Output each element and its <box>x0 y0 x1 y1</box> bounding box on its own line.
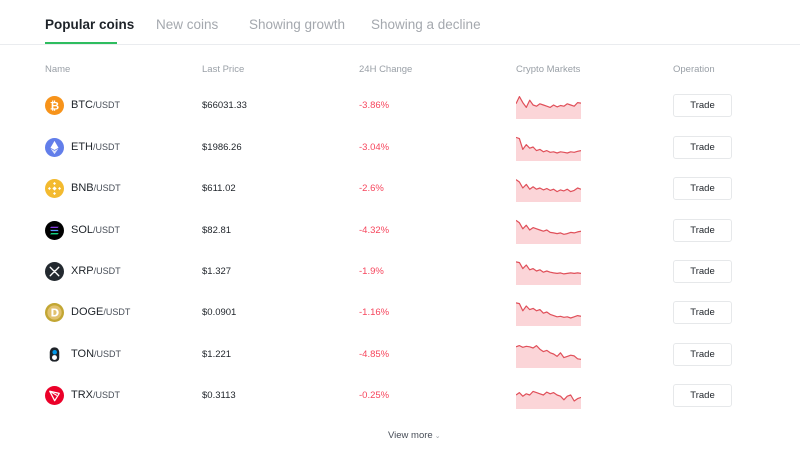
sparkline-chart <box>515 340 582 368</box>
table-row: ₿ BTC/USDT $66031.33 -3.86% Trade <box>0 85 800 126</box>
table-row: BNB/USDT $611.02 -2.6% Trade <box>0 168 800 209</box>
base-asset: BTC <box>71 99 93 111</box>
last-price: $66031.33 <box>202 100 247 111</box>
sparkline-chart <box>515 216 582 244</box>
sparkline-chart <box>515 298 582 326</box>
table-row: D DOGE/USDT $0.0901 -1.16% Trade <box>0 292 800 333</box>
sparkline-chart <box>515 257 582 285</box>
trading-pair[interactable]: SOL/USDT <box>71 224 120 236</box>
column-header-24h-change: 24H Change <box>359 64 413 75</box>
trade-button[interactable]: Trade <box>673 384 732 407</box>
tab-popular-coins[interactable]: Popular coins <box>45 17 135 32</box>
last-price: $0.3113 <box>202 390 236 401</box>
tab-new-coins[interactable]: New coins <box>156 17 219 32</box>
last-price: $1.327 <box>202 266 232 277</box>
trading-pair[interactable]: DOGE/USDT <box>71 306 130 318</box>
last-price: $0.0901 <box>202 307 237 318</box>
trade-button[interactable]: Trade <box>673 260 732 283</box>
column-header-name: Name <box>45 64 71 75</box>
bitcoin-icon: ₿ <box>45 96 64 115</box>
trade-button[interactable]: Trade <box>673 177 732 200</box>
ethereum-icon <box>45 138 64 157</box>
last-price: $1986.26 <box>202 142 242 153</box>
base-asset: DOGE <box>71 306 104 318</box>
trading-pair[interactable]: XRP/USDT <box>71 265 121 277</box>
quote-asset: /USDT <box>94 349 122 359</box>
base-asset: SOL <box>71 224 94 236</box>
table-row: SOL/USDT $82.81 -4.32% Trade <box>0 210 800 251</box>
base-asset: XRP <box>71 265 94 277</box>
svg-text:D: D <box>50 307 59 319</box>
base-asset: ETH <box>71 141 93 153</box>
last-price: $1.221 <box>202 349 232 360</box>
quote-asset: /USDT <box>93 390 120 400</box>
base-asset: TON <box>71 348 95 360</box>
xrp-icon <box>45 262 64 281</box>
last-price: $611.02 <box>202 183 236 194</box>
chevron-down-icon: ⌄ <box>434 433 441 440</box>
column-header-operation: Operation <box>673 64 715 75</box>
trade-button[interactable]: Trade <box>673 136 732 159</box>
base-asset: TRX <box>71 389 93 401</box>
quote-asset: /USDT <box>93 100 120 110</box>
trade-button[interactable]: Trade <box>673 343 732 366</box>
trading-pair[interactable]: BTC/USDT <box>71 99 120 111</box>
base-asset: BNB <box>71 182 94 194</box>
tron-icon <box>45 386 64 405</box>
tab-showing-growth[interactable]: Showing growth <box>249 17 346 32</box>
table-row: TRX/USDT $0.3113 -0.25% Trade <box>0 375 800 416</box>
active-tab-indicator <box>45 42 117 44</box>
change-24h: -4.32% <box>359 225 390 236</box>
table-row: XRP/USDT $1.327 -1.9% Trade <box>0 251 800 292</box>
change-24h: -3.04% <box>359 142 390 153</box>
trade-button[interactable]: Trade <box>673 94 732 117</box>
trading-pair[interactable]: BNB/USDT <box>71 182 121 194</box>
quote-asset: /USDT <box>93 142 120 152</box>
trade-button[interactable]: Trade <box>673 301 732 324</box>
sparkline-chart <box>515 381 582 409</box>
view-more-link[interactable]: View more ⌄ <box>388 430 441 441</box>
change-24h: -3.86% <box>359 100 390 111</box>
quote-asset: /USDT <box>93 225 121 235</box>
view-more-label: View more <box>388 430 433 441</box>
trading-pair[interactable]: ETH/USDT <box>71 141 120 153</box>
change-24h: -1.16% <box>359 307 390 318</box>
quote-asset: /USDT <box>103 307 131 317</box>
trading-pair[interactable]: TRX/USDT <box>71 389 120 401</box>
column-header-crypto-markets: Crypto Markets <box>516 64 581 75</box>
sparkline-chart <box>515 174 582 202</box>
ton-icon <box>45 345 64 364</box>
sparkline-chart <box>515 91 582 119</box>
solana-icon <box>45 221 64 240</box>
coin-category-tabs: Popular coins New coins Showing growth S… <box>0 0 800 45</box>
bnb-icon <box>45 179 64 198</box>
change-24h: -4.85% <box>359 349 390 360</box>
change-24h: -0.25% <box>359 390 390 401</box>
table-row: ETH/USDT $1986.26 -3.04% Trade <box>0 127 800 168</box>
quote-asset: /USDT <box>93 266 121 276</box>
trading-pair[interactable]: TON/USDT <box>71 348 121 360</box>
tab-showing-decline[interactable]: Showing a decline <box>371 17 481 32</box>
quote-asset: /USDT <box>93 183 121 193</box>
table-row: TON/USDT $1.221 -4.85% Trade <box>0 334 800 375</box>
svg-text:₿: ₿ <box>50 98 59 112</box>
last-price: $82.81 <box>202 225 232 236</box>
change-24h: -2.6% <box>359 183 384 194</box>
sparkline-chart <box>515 133 582 161</box>
dogecoin-icon: D <box>45 303 64 322</box>
trade-button[interactable]: Trade <box>673 219 732 242</box>
change-24h: -1.9% <box>359 266 384 277</box>
column-header-last-price: Last Price <box>202 64 245 75</box>
